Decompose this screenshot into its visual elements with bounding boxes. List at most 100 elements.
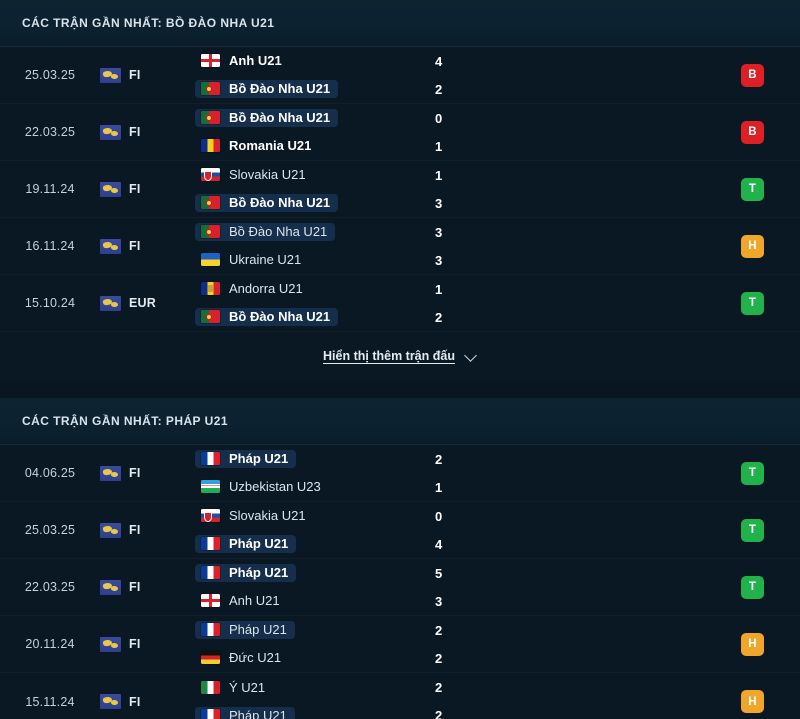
away-score: 3 [435,252,443,268]
competition-label: EUR [129,296,156,310]
away-team-flag-icon [201,537,220,550]
friendly-international-flag-icon [100,295,121,311]
away-team[interactable]: Pháp U21 [195,706,295,719]
match-date-cell: 16.11.24 [0,218,100,274]
home-team-flag-icon [201,111,220,124]
result-cell: T [705,502,800,558]
competition-cell[interactable]: FI [100,559,195,615]
competition-cell[interactable]: FI [100,445,195,501]
away-team[interactable]: Romania U21 [195,137,319,155]
match-row[interactable]: 15.10.24 EUR Andorra U21 Bồ Đào Nha U21 1 2 T [0,275,800,332]
home-team[interactable]: Slovakia U21 [195,166,314,184]
home-score-line: 1 [435,279,705,299]
result-badge: H [741,234,764,258]
result-cell: T [705,275,800,331]
away-score: 3 [435,593,443,609]
result-cell: H [705,616,800,672]
match-date: 15.11.24 [25,694,75,709]
away-team[interactable]: Anh U21 [195,592,288,610]
home-team-line: Bồ Đào Nha U21 [195,108,435,128]
home-team[interactable]: Pháp U21 [195,621,295,639]
section-header: CÁC TRẬN GẦN NHẤT: BỒ ĐÀO NHA U21 [0,0,800,47]
home-score: 2 [435,622,443,638]
teams-cell: Andorra U21 Bồ Đào Nha U21 [195,275,435,331]
competition-cell[interactable]: FI [100,218,195,274]
home-team[interactable]: Slovakia U21 [195,507,314,525]
competition-cell[interactable]: FI [100,673,195,719]
section-header-title: CÁC TRẬN GẦN NHẤT: PHÁP U21 [22,414,228,428]
away-team[interactable]: Bồ Đào Nha U21 [195,80,339,98]
home-team-name: Pháp U21 [229,622,287,637]
away-team-name: Pháp U21 [229,707,287,719]
home-team-line: Pháp U21 [195,620,435,640]
home-team[interactable]: Andorra U21 [195,280,311,298]
match-row[interactable]: 25.03.25 FI Slovakia U21 Pháp U21 0 4 T [0,502,800,559]
away-team-line: Pháp U21 [195,706,435,719]
away-score-line: 3 [435,193,705,213]
match-date-cell: 22.03.25 [0,559,100,615]
result-badge: T [741,177,764,201]
result-badge: H [741,690,764,713]
teams-cell: Slovakia U21 Pháp U21 [195,502,435,558]
match-row[interactable]: 22.03.25 FI Pháp U21 Anh U21 5 3 T [0,559,800,616]
away-team-flag-icon [201,480,220,493]
home-team-name: Slovakia U21 [229,508,306,523]
competition-cell[interactable]: FI [100,47,195,103]
away-team[interactable]: Pháp U21 [195,535,297,553]
show-more-matches-button[interactable]: Hiển thị thêm trận đấu [0,332,800,379]
away-team[interactable]: Bồ Đào Nha U21 [195,194,339,212]
home-team-line: Slovakia U21 [195,165,435,185]
away-team[interactable]: Ukraine U21 [195,251,309,269]
away-score-line: 3 [435,250,705,270]
match-row[interactable]: 19.11.24 FI Slovakia U21 Bồ Đào Nha U21 1 3 T [0,161,800,218]
away-team-line: Bồ Đào Nha U21 [195,79,435,99]
result-badge: T [741,291,764,315]
away-score-line: 3 [435,591,705,611]
competition-cell[interactable]: FI [100,502,195,558]
away-team-line: Ukraine U21 [195,250,435,270]
home-team-flag-icon [201,680,220,694]
home-team-flag-icon [201,282,220,295]
competition-cell[interactable]: FI [100,104,195,160]
home-team-line: Andorra U21 [195,279,435,299]
home-team[interactable]: Pháp U21 [195,564,297,582]
away-team-flag-icon [201,253,220,266]
result-badge: B [741,63,764,87]
away-score: 3 [435,195,443,211]
match-row[interactable]: 25.03.25 FI Anh U21 Bồ Đào Nha U21 4 2 B [0,47,800,104]
result-badge: T [741,518,764,542]
home-team-name: Pháp U21 [229,565,289,580]
competition-label: FI [129,125,141,139]
competition-cell[interactable]: EUR [100,275,195,331]
friendly-international-flag-icon [100,238,121,254]
away-team[interactable]: Uzbekistan U23 [195,478,329,496]
home-team[interactable]: Bồ Đào Nha U21 [195,223,336,241]
away-team-name: Bồ Đào Nha U21 [229,81,331,96]
home-team[interactable]: Pháp U21 [195,450,297,468]
away-team-flag-icon [201,708,220,719]
competition-cell[interactable]: FI [100,616,195,672]
home-score-line: 2 [435,620,705,640]
away-team[interactable]: Bồ Đào Nha U21 [195,308,339,326]
competition-label: FI [129,580,141,594]
match-row[interactable]: 20.11.24 FI Pháp U21 Đức U21 2 2 H [0,616,800,673]
away-score-line: 1 [435,477,705,497]
competition-cell[interactable]: FI [100,161,195,217]
competition-label: FI [129,239,141,253]
result-cell: T [705,559,800,615]
home-team-line: Anh U21 [195,51,435,71]
match-row[interactable]: 15.11.24 FI Ý U21 Pháp U21 2 2 H [0,673,800,719]
recent-matches-section: CÁC TRẬN GẦN NHẤT: PHÁP U21 04.06.25 FI Phá… [0,398,800,719]
match-row[interactable]: 22.03.25 FI Bồ Đào Nha U21 Romania U21 0 1 B [0,104,800,161]
match-row[interactable]: 16.11.24 FI Bồ Đào Nha U21 Ukraine U21 3 3 H [0,218,800,275]
recent-matches-section: CÁC TRẬN GẦN NHẤT: BỒ ĐÀO NHA U21 25.03.2… [0,0,800,379]
teams-cell: Pháp U21 Anh U21 [195,559,435,615]
away-team[interactable]: Đức U21 [195,649,289,667]
home-team[interactable]: Bồ Đào Nha U21 [195,109,339,127]
home-team[interactable]: Anh U21 [195,52,290,70]
home-team[interactable]: Ý U21 [195,679,273,697]
match-row[interactable]: 04.06.25 FI Pháp U21 Uzbekistan U23 2 1 T [0,445,800,502]
result-cell: B [705,104,800,160]
